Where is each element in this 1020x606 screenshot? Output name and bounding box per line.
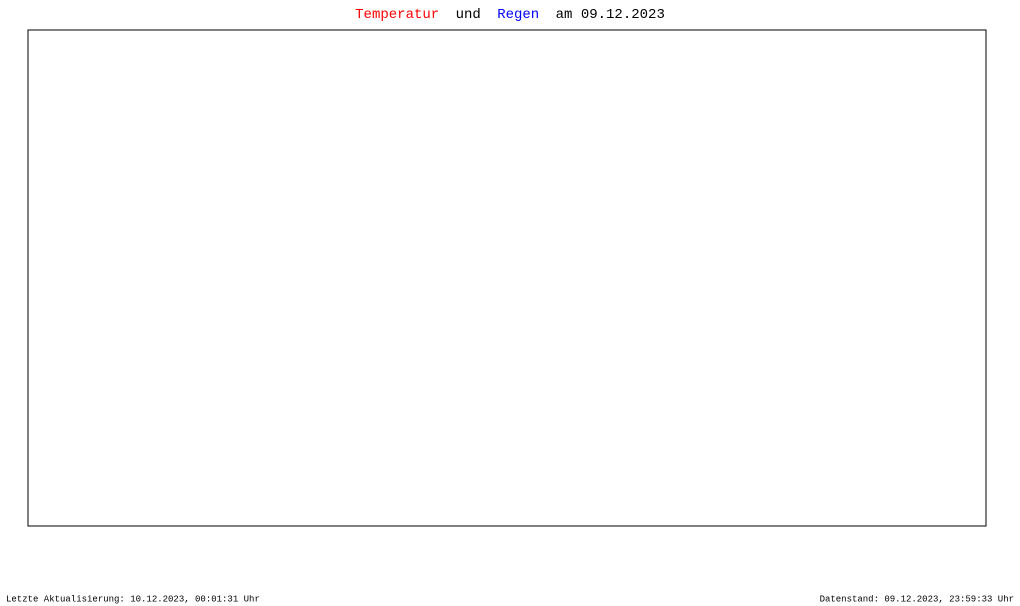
footer-right: Datenstand: 09.12.2023, 23:59:33 Uhr — [820, 594, 1014, 604]
title-and: und — [456, 7, 481, 23]
chart-title: Temperatur und Regen am 09.12.2023 — [355, 7, 665, 23]
plot-frame — [27, 29, 987, 527]
footer-left: Letzte Aktualisierung: 10.12.2023, 00:01… — [6, 594, 260, 604]
title-date: am 09.12.2023 — [556, 7, 665, 23]
title-rain: Regen — [497, 7, 539, 23]
title-temperature: Temperatur — [355, 7, 439, 23]
